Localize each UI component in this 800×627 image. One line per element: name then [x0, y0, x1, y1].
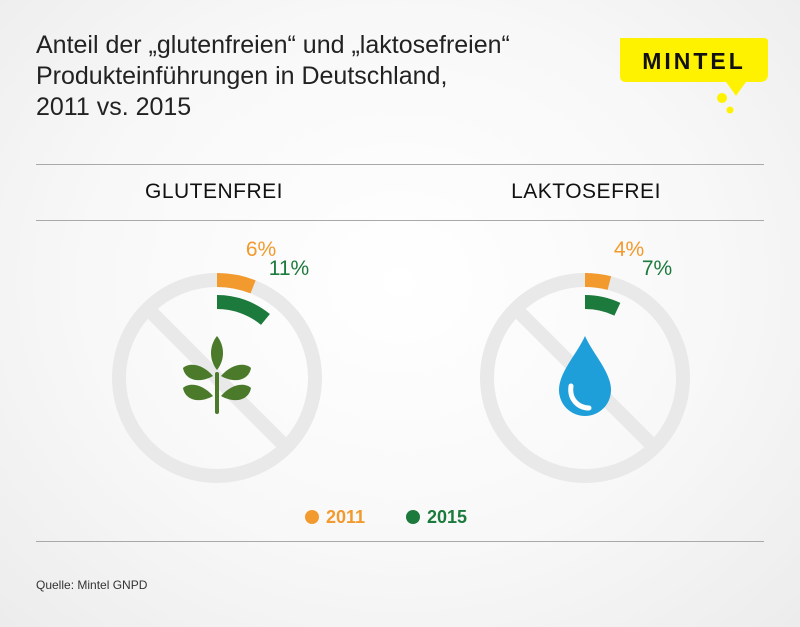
value-label-2015: 7% — [642, 257, 672, 280]
chart-title-laktosefrei: LAKTOSEFREI — [511, 180, 661, 203]
legend-dot-2015 — [406, 510, 420, 524]
water-drop-icon — [559, 336, 611, 416]
legend-label-2015: 2015 — [427, 507, 468, 527]
value-label-2011: 6% — [246, 238, 276, 261]
chart-glutenfrei: 6%11% — [112, 238, 322, 483]
legend: 2011 2015 — [0, 506, 800, 528]
value-label-2011: 4% — [614, 238, 644, 261]
divider-top — [36, 164, 764, 165]
logo-badge — [620, 38, 768, 96]
title-line-2: Produkteinführungen in Deutschland, — [36, 62, 448, 90]
logo-dot-small — [726, 106, 734, 114]
value-label-2015: 11% — [269, 257, 309, 280]
chart-title-glutenfrei: GLUTENFREI — [144, 180, 283, 203]
arc-2011 — [216, 273, 256, 294]
logo-text: MINTEL — [642, 48, 746, 74]
wheat-icon — [183, 336, 251, 414]
title-line-3: 2011 vs. 2015 — [36, 93, 192, 121]
logo-dot-large — [717, 93, 727, 103]
source-note: Quelle: Mintel GNPD — [36, 578, 148, 592]
arc-2015 — [216, 295, 270, 325]
divider-middle — [36, 220, 764, 221]
mintel-logo: MINTEL — [620, 38, 768, 114]
chart-laktosefrei: 4%7% — [480, 238, 690, 483]
legend-label-2011: 2011 — [326, 507, 366, 527]
legend-dot-2011 — [305, 510, 319, 524]
title-line-1: Anteil der „glutenfreien“ und „laktosefr… — [36, 31, 510, 59]
arc-2015 — [584, 295, 621, 316]
page-title: Anteil der „glutenfreien“ und „laktosefr… — [36, 30, 596, 123]
divider-bottom — [36, 541, 764, 542]
arc-2011 — [584, 273, 612, 290]
